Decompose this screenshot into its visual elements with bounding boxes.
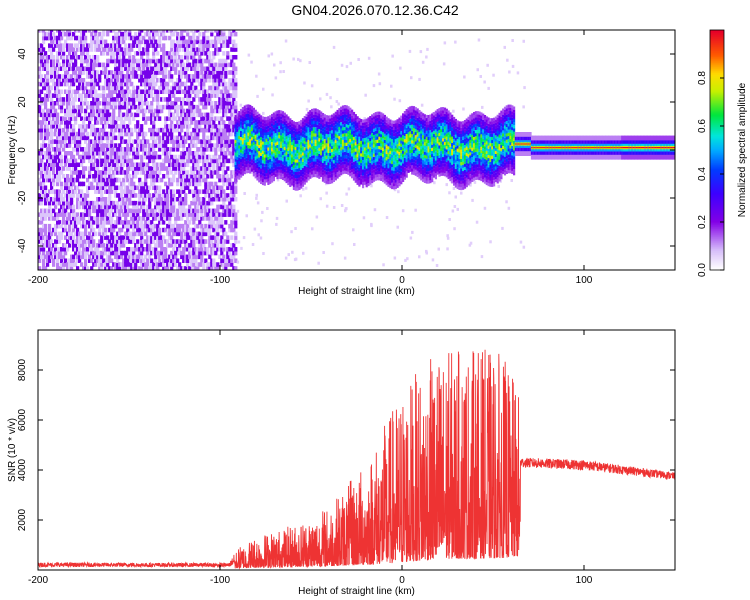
- snr-ylabel: SNR (10 * v/v): [7, 418, 18, 482]
- spectrogram-xtick-label: -200: [28, 275, 48, 286]
- colorbar-frame: [709, 29, 725, 271]
- spectrogram-ytick-label: -40: [17, 238, 28, 253]
- snr-ytick-label: 8000: [17, 358, 28, 381]
- spectrogram-cells: [38, 30, 675, 270]
- snr-xtick-label: -100: [210, 575, 230, 586]
- snr-frame: [37, 329, 676, 571]
- snr-plot: -200 -100 0 100 2000 4000 6000 8000 Height of st…: [7, 329, 676, 597]
- snr-ytick-label: 2000: [17, 508, 28, 531]
- snr-xtick-label: -200: [28, 575, 48, 586]
- spectrogram-ylabel: Frequency (Hz): [7, 116, 18, 185]
- spectrogram-xtick-label: -100: [210, 275, 230, 286]
- snr-xtick-label: 100: [576, 575, 593, 586]
- snr-ytick-label: 4000: [17, 458, 28, 481]
- colorbar-label: Normalized spectral amplitude: [737, 82, 748, 217]
- spectrogram-xlabel: Height of straight line (km): [298, 286, 415, 297]
- chart-title: GN04.2026.070.12.36.C42: [291, 2, 459, 18]
- colorbar: 0.0 0.2 0.4 0.6 0.8 Normalized spectral ampli…: [697, 29, 748, 277]
- colorbar-tick-label: 0.4: [697, 167, 708, 181]
- snr-xlabel: Height of straight line (km): [298, 586, 415, 597]
- colorbar-tick-label: 0.8: [697, 71, 708, 85]
- colorbar-tick-label: 0.0: [697, 263, 708, 277]
- snr-series-line: [38, 349, 675, 570]
- snr-xtick-label: 0: [399, 575, 405, 586]
- spectrogram-ytick-label: 40: [17, 48, 28, 60]
- spectrogram-xtick-label: 0: [399, 275, 405, 286]
- spectrogram-ytick-label: 20: [17, 96, 28, 108]
- snr-ytick-label: 6000: [17, 408, 28, 431]
- colorbar-tick-label: 0.2: [697, 215, 708, 229]
- colorbar-tick-label: 0.6: [697, 119, 708, 133]
- spectrogram-ytick-label: -20: [17, 190, 28, 205]
- spectrogram-ytick-label: 0: [17, 147, 28, 153]
- spectrogram-xtick-label: 100: [576, 275, 593, 286]
